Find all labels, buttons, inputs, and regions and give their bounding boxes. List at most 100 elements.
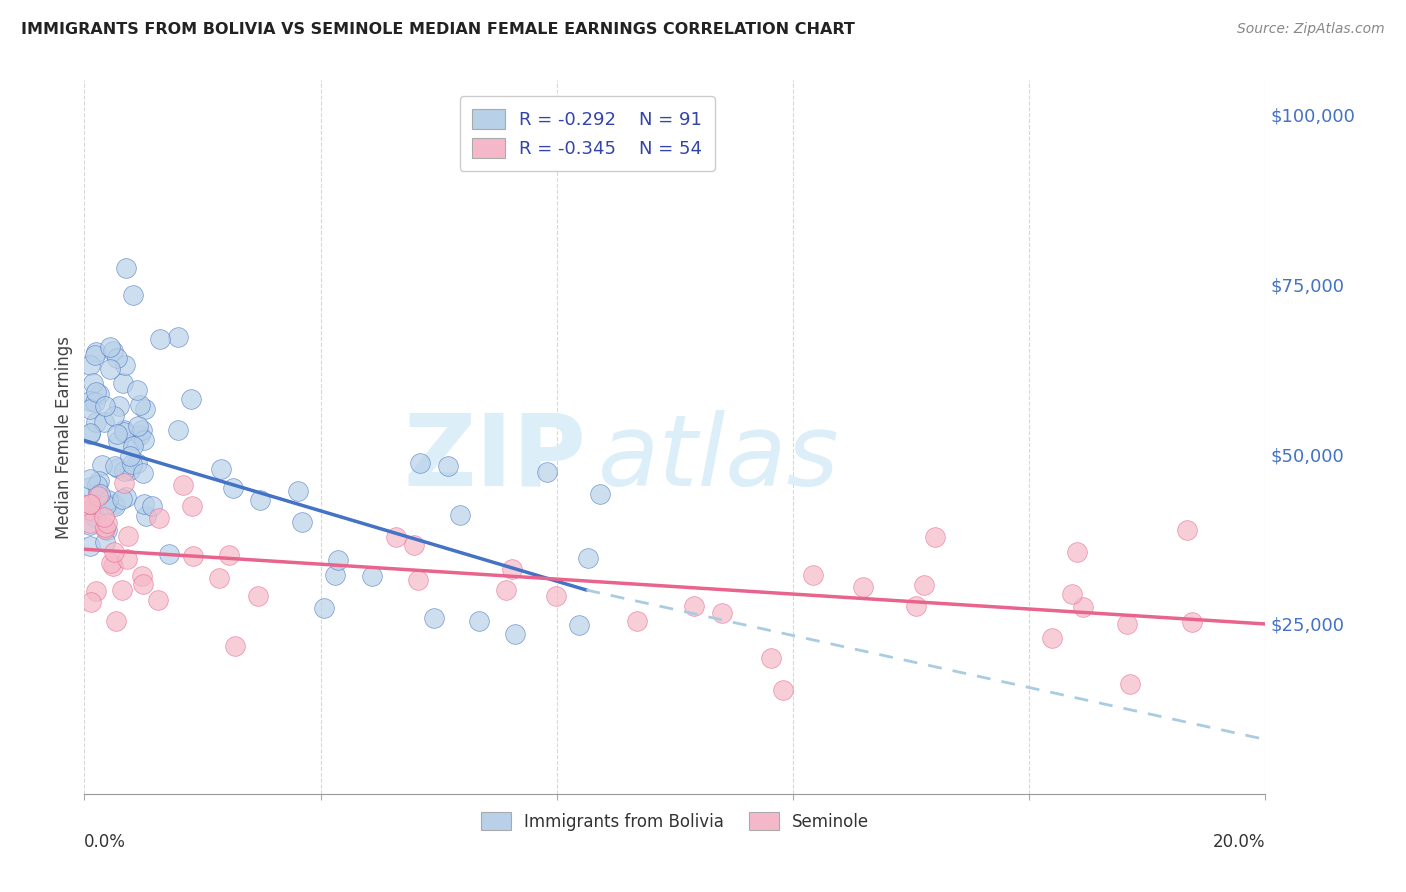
Point	[1066, 545, 1088, 559]
Point	[568, 618, 591, 632]
Point	[129, 428, 152, 442]
Point	[208, 571, 231, 585]
Point	[131, 423, 153, 437]
Point	[122, 433, 145, 447]
Point	[79, 503, 101, 517]
Point	[406, 573, 429, 587]
Point	[495, 582, 517, 597]
Point	[79, 472, 101, 486]
Point	[131, 569, 153, 583]
Point	[167, 423, 190, 437]
Point	[93, 510, 115, 524]
Point	[118, 462, 141, 476]
Point	[224, 639, 246, 653]
Point	[852, 580, 875, 594]
Point	[117, 552, 139, 566]
Point	[108, 399, 131, 413]
Point	[132, 466, 155, 480]
Point	[314, 600, 336, 615]
Text: IMMIGRANTS FROM BOLIVIA VS SEMINOLE MEDIAN FEMALE EARNINGS CORRELATION CHART: IMMIGRANTS FROM BOLIVIA VS SEMINOLE MEDI…	[21, 22, 855, 37]
Point	[409, 456, 432, 470]
Point	[98, 341, 121, 355]
Point	[79, 393, 101, 408]
Point	[103, 409, 125, 423]
Point	[501, 562, 523, 576]
Point	[135, 508, 157, 523]
Point	[103, 559, 125, 574]
Point	[104, 614, 127, 628]
Point	[87, 474, 110, 488]
Point	[103, 544, 125, 558]
Point	[84, 395, 107, 409]
Point	[1071, 599, 1094, 614]
Point	[100, 556, 122, 570]
Point	[589, 487, 612, 501]
Point	[112, 423, 135, 437]
Point	[291, 516, 314, 530]
Point	[86, 478, 108, 492]
Point	[360, 569, 382, 583]
Point	[801, 567, 824, 582]
Point	[181, 549, 204, 563]
Point	[121, 439, 143, 453]
Point	[79, 358, 101, 372]
Point	[129, 398, 152, 412]
Point	[468, 614, 491, 628]
Point	[87, 489, 110, 503]
Point	[172, 478, 194, 492]
Y-axis label: Median Female Earnings: Median Female Earnings	[55, 335, 73, 539]
Point	[759, 651, 782, 665]
Text: atlas: atlas	[598, 410, 839, 507]
Text: 20.0%: 20.0%	[1213, 833, 1265, 851]
Point	[94, 522, 117, 536]
Point	[247, 589, 270, 603]
Point	[79, 426, 101, 441]
Point	[111, 376, 134, 390]
Point	[97, 493, 120, 508]
Point	[503, 626, 526, 640]
Text: 0.0%: 0.0%	[84, 833, 127, 851]
Point	[325, 568, 347, 582]
Point	[683, 599, 706, 614]
Point	[79, 517, 101, 532]
Point	[112, 475, 135, 490]
Point	[127, 418, 149, 433]
Point	[121, 457, 143, 471]
Point	[328, 552, 350, 566]
Point	[87, 386, 110, 401]
Point	[84, 348, 107, 362]
Point	[101, 344, 124, 359]
Point	[536, 465, 558, 479]
Point	[103, 497, 125, 511]
Point	[1040, 631, 1063, 645]
Point	[96, 516, 118, 530]
Point	[83, 510, 105, 524]
Point	[422, 611, 444, 625]
Point	[384, 530, 406, 544]
Point	[79, 497, 101, 511]
Point	[141, 499, 163, 513]
Point	[402, 538, 425, 552]
Point	[132, 434, 155, 448]
Point	[924, 530, 946, 544]
Point	[904, 599, 927, 614]
Point	[180, 392, 202, 406]
Point	[115, 260, 138, 275]
Point	[449, 508, 471, 522]
Point	[287, 483, 309, 498]
Point	[117, 529, 139, 543]
Point	[1115, 616, 1137, 631]
Point	[104, 500, 127, 514]
Point	[167, 330, 190, 344]
Point	[912, 578, 935, 592]
Point	[132, 576, 155, 591]
Point	[149, 332, 172, 346]
Point	[157, 547, 180, 561]
Point	[105, 351, 128, 366]
Point	[112, 425, 135, 440]
Point	[437, 459, 460, 474]
Point	[84, 584, 107, 599]
Point	[120, 450, 142, 464]
Point	[107, 461, 129, 475]
Point	[111, 491, 134, 506]
